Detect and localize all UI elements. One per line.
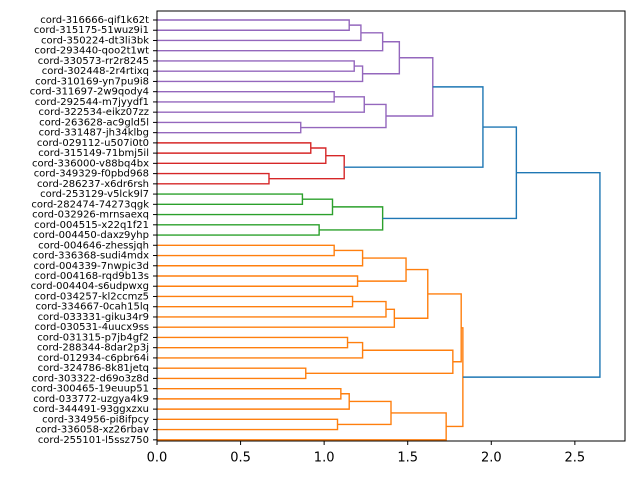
dendrogram-link-m33 — [305, 349, 454, 374]
x-axis-ticks: 0.0 0.5 1.0 1.5 2.0 2.5 — [147, 441, 586, 466]
leaf-label: cord-300465-19euup51 — [31, 384, 149, 395]
dendrogram-link-m25 — [357, 257, 407, 282]
dendrogram-link-m18 — [157, 198, 334, 216]
leaf-label: cord-302448-2r4rtixq — [42, 66, 149, 77]
leaf-label: cord-310169-yn7pu9i8 — [35, 76, 149, 87]
dendrogram-link-m21 — [382, 126, 518, 220]
dendrogram-link-m23 — [157, 249, 364, 267]
leaf-label: cord-303322-d69o3z8d — [32, 373, 149, 384]
dendrogram-link-m9 — [157, 121, 302, 134]
dendrogram-link-m7 — [157, 90, 335, 103]
leaf-label: cord-336058-xz26rbav — [35, 425, 149, 436]
dendrogram-link-m22 — [157, 244, 335, 257]
leaf-label: cord-004339-7nwpic3d — [33, 261, 149, 272]
leaf-label: cord-292544-m7jyydf1 — [35, 97, 149, 108]
leaf-label: cord-032926-mrnsaexq — [32, 210, 149, 221]
leaf-label: cord-330573-rr2r8245 — [38, 56, 149, 67]
dendrogram-link-m14 — [157, 172, 270, 185]
leaf-label: cord-322534-eikz07zz — [39, 107, 149, 118]
leaf-label: cord-334956-pi8ifpcy — [42, 414, 149, 425]
x-tick-label: 2.0 — [481, 451, 502, 466]
leaf-label: cord-315175-51wuz9i1 — [34, 25, 149, 36]
dendrogram-link-m3 — [157, 32, 384, 52]
dendrogram-link-m32 — [157, 367, 307, 380]
dendrogram-link-m28 — [157, 308, 396, 328]
dendrogram-link-m35 — [157, 387, 342, 400]
leaf-label: cord-316666-qif1k62t — [40, 15, 149, 26]
dendrogram-link-m24 — [157, 275, 359, 287]
leaf-label: cord-034257-kl2ccmz5 — [34, 291, 149, 302]
plot-frame — [156, 10, 626, 442]
leaf-label: cord-293440-qoo2t1wt — [34, 46, 149, 57]
leaf-label: cord-311697-2w9qody4 — [30, 87, 149, 98]
leaf-label: cord-350224-dt3li3bk — [41, 35, 149, 46]
leaf-label: cord-004168-rqd9b13s — [34, 271, 149, 282]
leaf-label: cord-324786-8k81jetq — [38, 363, 149, 374]
dendrogram-link-m5 — [157, 65, 364, 83]
dendrogram-link-m11 — [385, 57, 434, 117]
leaf-label: cord-029112-u507i0t0 — [37, 138, 149, 149]
leaf-label: cord-004515-x22q1f21 — [34, 220, 149, 231]
dendrogram-link-m30 — [157, 336, 349, 349]
dendrogram-link-m20 — [319, 206, 384, 231]
leaf-labels: cord-316666-qif1k62tcord-315175-51wuz9i1… — [30, 15, 157, 446]
leaf-label: cord-336000-v88bq4bx — [32, 158, 149, 169]
dendrogram-link-m36 — [157, 393, 350, 410]
leaf-label: cord-334667-0cah15lq — [36, 302, 149, 313]
dendrogram-link-m10 — [300, 103, 387, 129]
dendrogram-link-m41 — [462, 172, 601, 378]
dendrogram-link-m15 — [268, 154, 345, 180]
dendrogram-link-m37 — [157, 418, 339, 431]
leaf-label: cord-344491-93ggxzxu — [33, 404, 149, 415]
dendrogram-link-m8 — [157, 96, 365, 113]
leaf-label: cord-315149-71bmj5il — [38, 148, 149, 159]
leaf-label: cord-033772-uzgya4k9 — [33, 394, 149, 405]
leaf-label: cord-253129-v5lck9l7 — [40, 189, 149, 200]
dendrogram-link-m12 — [157, 142, 312, 154]
dendrogram-link-m38 — [337, 400, 392, 426]
leaf-label: cord-031315-p7jb4gf2 — [37, 332, 149, 343]
dendrogram-link-m17 — [157, 193, 304, 206]
dendrogram-link-m4 — [157, 60, 355, 72]
x-tick-label: 2.5 — [565, 451, 586, 466]
leaf-label: cord-030531-4uucx9ss — [34, 322, 149, 333]
leaf-label: cord-282474-74273qgk — [31, 199, 149, 210]
x-tick-label: 1.5 — [397, 451, 418, 466]
dendrogram-link-m6 — [362, 41, 401, 75]
leaf-label: cord-033331-giku34r9 — [38, 312, 149, 323]
dendrogram-link-m19 — [157, 224, 320, 236]
leaf-label: cord-004646-zhessjqh — [38, 240, 149, 251]
leaf-label: cord-004404-s6udpwxg — [31, 281, 149, 292]
leaf-label: cord-349329-f0pbd968 — [34, 169, 149, 180]
x-tick-label: 0.5 — [230, 451, 251, 466]
dendrogram-link-m27 — [157, 300, 387, 318]
dendrogram-link-m31 — [157, 341, 364, 359]
dendrogram-link-m2 — [157, 24, 362, 42]
dendrogram-link-m39 — [157, 412, 447, 441]
leaf-label: cord-331487-jh34klbg — [39, 128, 149, 139]
dendrogram-link-m26 — [157, 295, 354, 308]
leaf-label: cord-255101-l5ssz750 — [38, 435, 149, 446]
dendrogram-link-m34 — [427, 293, 462, 363]
leaf-label: cord-288344-8dar2p3j — [37, 343, 149, 354]
dendrogram-link-m29 — [394, 268, 429, 319]
x-tick-label: 0.0 — [147, 451, 168, 466]
x-tick-label: 1.0 — [314, 451, 335, 466]
dendrogram-link-m40 — [446, 327, 464, 428]
dendrogram-links — [157, 19, 601, 441]
leaf-label: cord-004450-daxz9yhp — [33, 230, 149, 241]
dendrogram-link-m1 — [157, 19, 350, 31]
leaf-label: cord-286237-x6dr6rsh — [37, 179, 149, 190]
leaf-label: cord-012934-c6pbr64i — [38, 353, 149, 364]
leaf-label: cord-336368-sudi4mdx — [33, 251, 149, 262]
dendrogram-link-m13 — [157, 147, 327, 165]
leaf-label: cord-263628-ac9gld5l — [39, 117, 149, 128]
